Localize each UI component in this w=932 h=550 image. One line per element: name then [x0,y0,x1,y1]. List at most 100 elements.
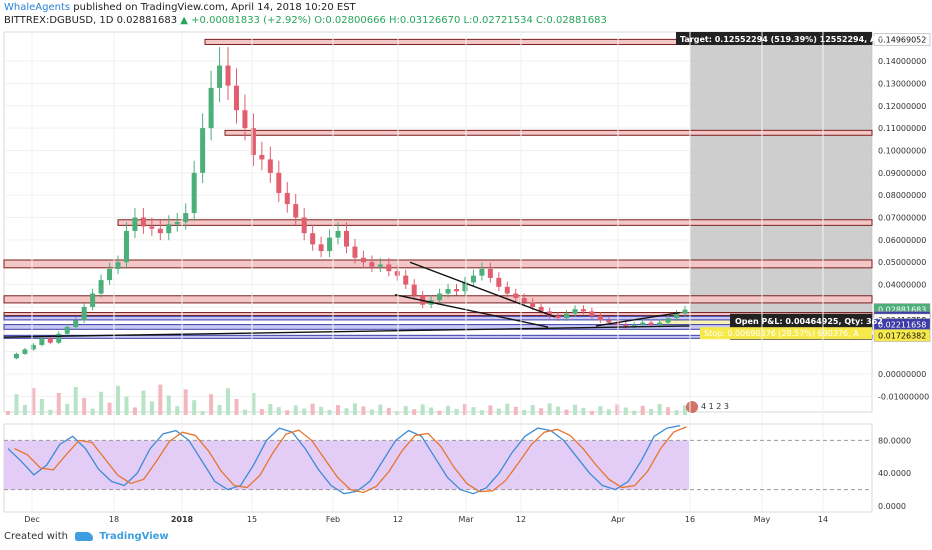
candle-body [327,237,333,252]
candle-body [284,192,290,205]
candle-body [174,222,180,225]
candle-body [665,318,671,323]
volume-bar [479,410,484,415]
target-zone [690,32,872,315]
y-tick-label: 0.14000000 [878,57,926,66]
y-tick-label: 0.11000000 [878,124,926,133]
y-tick-label: 0.05000000 [878,258,926,267]
volume-bar [116,385,121,415]
candle-body [149,226,155,229]
volume-bar [73,387,78,415]
candle-body [166,224,172,234]
volume-bar [420,404,425,415]
price-label: 0.02211658 [878,321,926,330]
volume-bar [234,399,239,415]
price-change: +0.00081833 (+2.92%) [191,15,312,26]
volume-bar [361,406,366,415]
candle-body [56,333,62,343]
candle-body [369,262,375,267]
volume-bar [640,405,645,415]
volume-bar [386,407,391,415]
candle-body [386,264,392,272]
resistance-zone [117,219,873,226]
events-label: 4 1 2 3 [701,402,729,411]
candle-body [496,277,502,287]
candle-body [335,230,341,238]
volume-bar [556,406,561,415]
volume-bar [606,409,611,415]
x-tick-label: 12 [516,515,526,524]
candle-body [200,128,206,173]
candle-body [352,246,358,258]
volume-bar [369,409,374,415]
price-label-box [873,329,931,342]
volume-bar [217,405,222,415]
volume-bar [488,405,493,415]
y-tick-label: 0.00000000 [878,370,926,379]
resistance-zone [224,129,873,136]
stoch-k-line [7,425,681,495]
events-marker-icon[interactable] [686,401,698,413]
x-tick-label: 18 [109,515,119,524]
volume-bar [564,409,569,415]
candle-body [631,324,637,328]
volume-bar [598,406,603,415]
candle-body [208,87,214,129]
price-label: 0.14969052 [878,35,926,44]
volume-bar [649,408,654,415]
candle-body [454,289,460,292]
x-tick-label: 16 [685,515,695,524]
candle-body [13,353,19,359]
price-label-box [873,33,931,46]
candle-body [606,320,612,323]
y-tick-label: 0.12000000 [878,102,926,111]
volume-bar [471,407,476,415]
y-tick-label: 0.07000000 [878,214,926,223]
volume-bar [226,388,231,415]
last-price: 0.02881683 [116,15,178,26]
volume-bar [395,411,400,415]
candle-body [394,271,400,276]
volume-bar [259,408,264,415]
y-tick-label: 0.08000000 [878,191,926,200]
y-tick-label: 0.09000000 [878,169,926,178]
volume-bar [683,405,687,415]
volume-bar [496,408,501,415]
volume-bar [14,394,19,415]
volume-bar [65,403,70,415]
volume-bar [242,409,247,415]
candle-body [132,217,138,231]
candle-body [293,204,299,218]
volume-bar [251,393,256,415]
x-tick-label: Feb [326,515,340,524]
candle-body [513,293,519,298]
candle-body [259,154,265,160]
volume-bar [589,411,594,415]
candle-body [107,268,113,281]
volume-bar [149,401,154,415]
publisher-name[interactable]: WhaleAgents [4,2,71,13]
candle-body [318,244,324,252]
candle-body [547,311,553,316]
volume-bar [657,404,662,415]
volume-bar [31,388,36,415]
volume-bar [268,404,273,415]
candle-body [538,306,544,312]
candle-body [462,282,468,292]
volume-bar [82,397,87,415]
trend-line [394,293,549,328]
candle-body [657,322,663,325]
candle-body [225,65,231,86]
volume-bar [437,410,442,415]
volume-bar [48,409,53,415]
candle-body [301,217,307,234]
volume-bar [632,410,637,415]
candle-body [47,338,53,343]
candle-body [183,213,189,222]
volume-bar [530,405,535,415]
volume-bar [572,404,577,415]
candle-body [580,309,586,312]
tradingview-brand[interactable]: TradingView [99,531,169,542]
x-tick-label: 15 [247,515,257,524]
